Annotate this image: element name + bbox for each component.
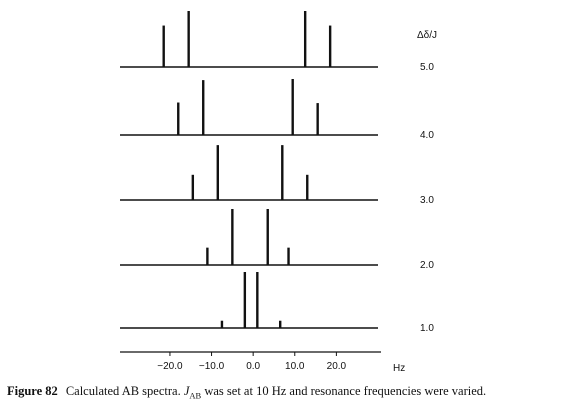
ratio-label: 4.0 [420,130,434,141]
ratio-label: 5.0 [420,62,434,73]
spectra-stack: 5.0 4.0 3.0 2.0 1.0 [120,11,434,334]
x-tick-label: 20.0 [327,361,347,372]
x-tick-label: −10.0 [199,361,225,372]
caption-text-end: was set at 10 Hz and resonance frequenci… [201,384,487,398]
ratio-label: 1.0 [420,323,434,334]
spectrum-3.0: 3.0 [120,145,434,206]
x-axis-unit-label: Hz [393,363,405,374]
ratio-label: 2.0 [420,260,434,271]
series-label: Δδ/J [417,30,437,41]
coupling-subscript: AB [189,390,202,401]
ratio-label: 3.0 [420,195,434,206]
x-tick-label: −20.0 [157,361,183,372]
spectrum-1.0: 1.0 [120,272,434,334]
x-tick-label: 10.0 [285,361,305,372]
coupling-symbol: J [183,384,190,398]
figure-label: Figure 82 [7,384,58,398]
caption-text-start: Calculated AB spectra. [65,384,184,398]
x-tick-label: 0.0 [246,361,260,372]
x-axis: −20.0 −10.0 0.0 10.0 20.0 [120,351,381,372]
spectrum-4.0: 4.0 [120,79,434,141]
spectrum-2.0: 2.0 [120,209,434,271]
spectrum-5.0: 5.0 [120,11,434,73]
figure-caption: Figure 82 Calculated AB spectra. JAB was … [7,384,567,401]
